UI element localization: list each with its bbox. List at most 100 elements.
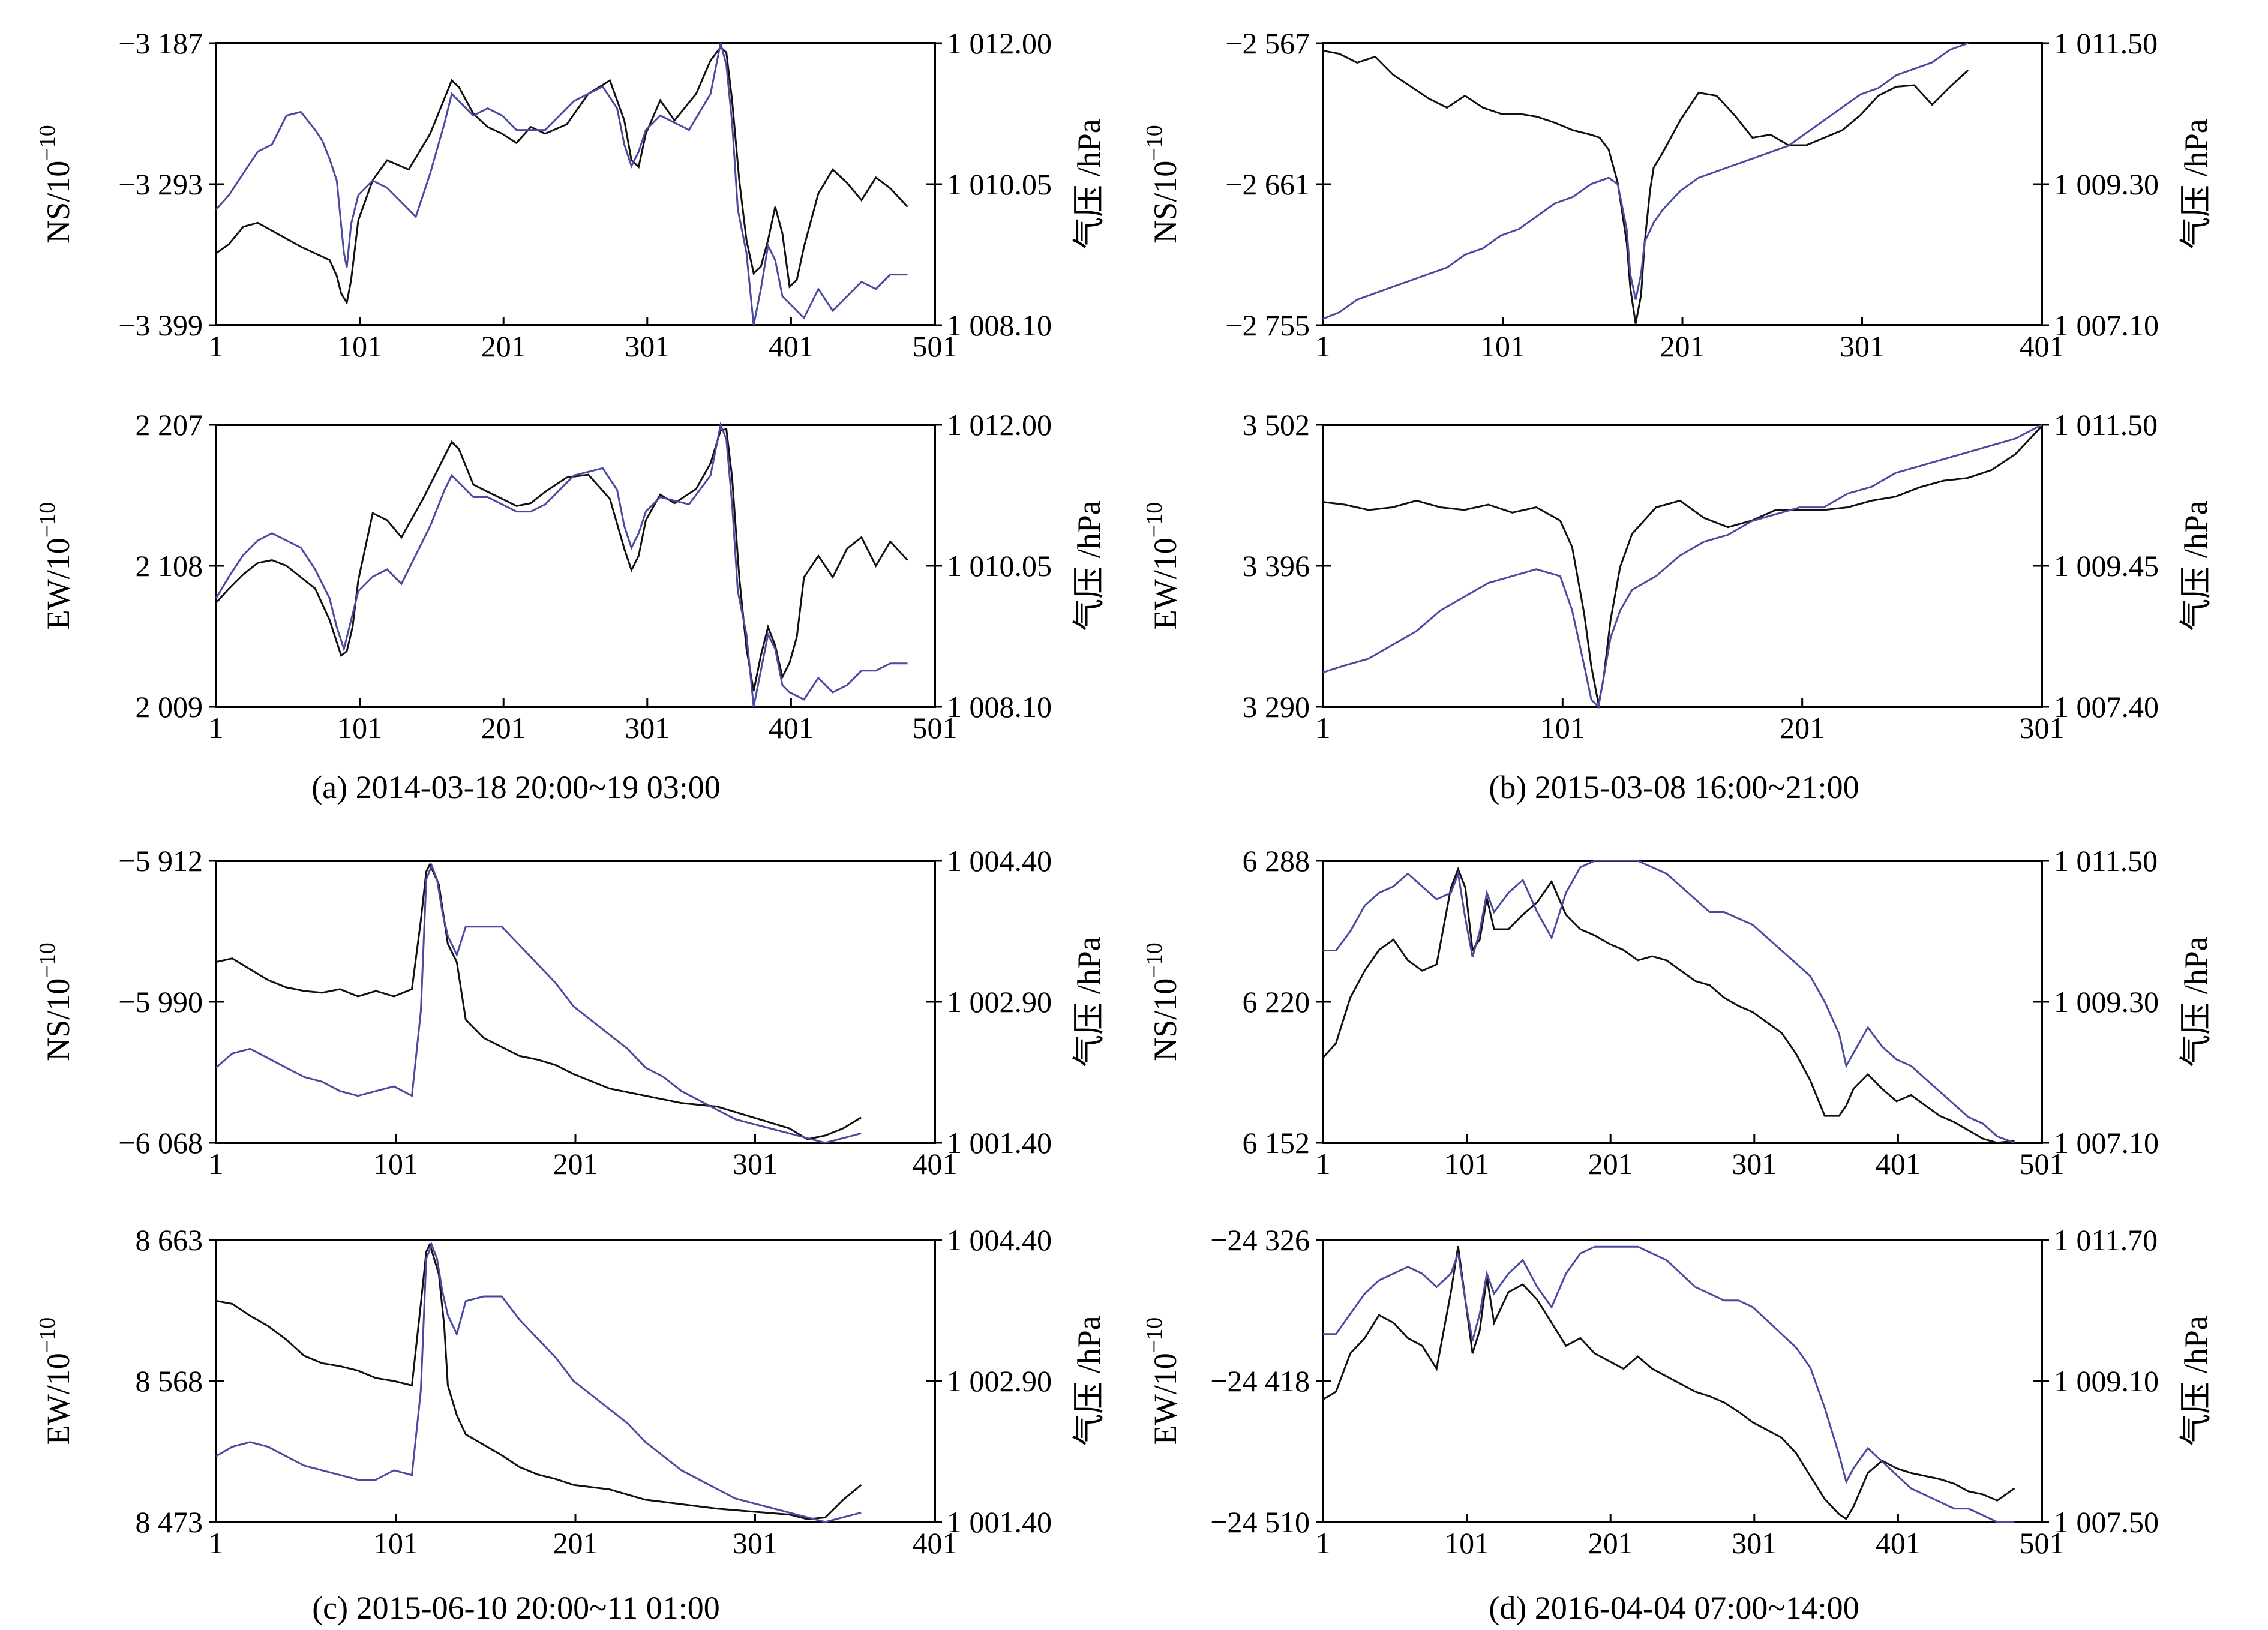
x-tick-label: 301	[733, 1526, 778, 1560]
series-strain-line	[1322, 50, 1969, 324]
x-tick-label: 401	[1876, 1147, 1921, 1181]
y-left-axis-label-exp: −10	[1142, 125, 1167, 160]
y-left-tick-label: 2 108	[136, 549, 203, 583]
x-tick-label: 1	[1316, 1526, 1331, 1560]
x-tick-label: 1	[209, 329, 224, 363]
y-left-axis-label: EW/10−10	[35, 502, 76, 629]
y-left-axis-label: EW/10−10	[1142, 1317, 1183, 1445]
x-tick-label: 101	[337, 329, 382, 363]
x-tick-label: 101	[1444, 1526, 1489, 1560]
caption-d: (d) 2016-04-04 07:00~14:00	[1489, 1590, 1859, 1626]
caption-c: (c) 2015-06-10 20:00~11 01:00	[312, 1590, 720, 1626]
y-left-axis-label: EW/10−10	[35, 1317, 76, 1445]
y-left-tick-label: −2 567	[1225, 26, 1310, 60]
series-strain-line	[1322, 425, 2043, 704]
y-right-axis-label: 气压 /hPa	[1071, 119, 1107, 250]
y-right-tick-label: 1 007.10	[2054, 1126, 2159, 1160]
y-left-axis-label-base: NS/10	[1147, 978, 1183, 1061]
series-strain-line	[215, 428, 908, 692]
y-left-axis-label-exp: −10	[35, 1317, 60, 1353]
plot-frame	[215, 860, 936, 1144]
x-tick-label: 501	[2020, 1526, 2065, 1560]
y-right-axis-label: 气压 /hPa	[1071, 500, 1107, 631]
plot-frame	[215, 424, 936, 708]
plot-frame	[1322, 424, 2043, 708]
y-left-tick-label: 8 663	[136, 1223, 203, 1257]
y-left-axis-label-exp: −10	[1142, 1317, 1167, 1353]
x-tick-label: 101	[1480, 329, 1525, 363]
x-tick-label: 301	[2020, 711, 2065, 745]
x-tick-label: 401	[2020, 329, 2065, 363]
x-tick-label: 501	[913, 711, 958, 745]
y-left-axis-label-base: EW/10	[1147, 538, 1183, 629]
y-left-tick-label: −24 326	[1210, 1223, 1310, 1257]
x-tick-label: 101	[373, 1147, 418, 1181]
y-left-axis-label-base: NS/10	[1147, 161, 1183, 244]
x-tick-label: 301	[625, 711, 670, 745]
y-left-axis-label: NS/10−10	[35, 942, 76, 1061]
chart-a2: 1 101 201 301 401 501 2 207 2 108 2 009 1 012.00 1…	[35, 408, 1107, 745]
y-left-axis-label-exp: −10	[1142, 942, 1167, 978]
x-tick-label: 401	[769, 711, 814, 745]
series-pressure-line	[215, 43, 908, 326]
y-left-axis-label-base: EW/10	[1147, 1353, 1183, 1445]
caption-b: (b) 2015-03-08 16:00~21:00	[1489, 769, 1859, 805]
x-tick-label: 201	[1780, 711, 1825, 745]
plot-frame	[1322, 42, 2043, 326]
chart-b1: 1 101 201 301 401 −2 567 −2 661 −2 755 1 011.50 1…	[1142, 26, 2214, 363]
x-tick-label: 301	[1840, 329, 1885, 363]
y-left-tick-label: −5 990	[118, 985, 203, 1019]
chart-c1: 1 101 201 301 401 −5 912 −5 990 −6 068 1 004.40 1…	[35, 844, 1107, 1181]
x-tick-label: 301	[625, 329, 670, 363]
y-left-tick-label: −24 510	[1210, 1505, 1310, 1539]
y-left-axis-label-exp: −10	[1142, 502, 1167, 538]
y-right-tick-label: 1 009.30	[2054, 167, 2159, 201]
y-right-axis-label: 气压 /hPa	[2178, 119, 2214, 250]
x-tick-label: 201	[553, 1526, 598, 1560]
y-left-tick-label: −6 068	[118, 1126, 203, 1160]
x-tick-label: 501	[2020, 1147, 2065, 1181]
y-left-tick-label: −5 912	[118, 844, 203, 878]
x-tick-label: 401	[1876, 1526, 1921, 1560]
caption-a: (a) 2014-03-18 20:00~19 03:00	[311, 769, 721, 805]
y-right-tick-label: 1 007.40	[2054, 690, 2159, 724]
x-tick-label: 1	[209, 1526, 224, 1560]
y-left-tick-label: −3 399	[118, 308, 203, 342]
y-right-tick-label: 1 004.40	[947, 844, 1052, 878]
series-strain-line	[215, 1242, 862, 1520]
chart-d1: 1 101 201 301 401 501 6 288 6 220 6 152 1 011.50 1…	[1142, 844, 2214, 1181]
x-tick-label: 301	[733, 1147, 778, 1181]
x-tick-label: 501	[913, 329, 958, 363]
y-right-tick-label: 1 009.30	[2054, 985, 2159, 1019]
series-pressure-line	[1322, 42, 1969, 320]
x-tick-label: 101	[337, 711, 382, 745]
y-right-tick-label: 1 010.05	[947, 167, 1052, 201]
y-left-tick-label: 2 009	[136, 690, 203, 724]
y-right-tick-label: 1 002.90	[947, 985, 1052, 1019]
y-left-axis-label: NS/10−10	[1142, 125, 1183, 243]
y-left-tick-label: 8 568	[136, 1364, 203, 1398]
y-left-axis-label: NS/10−10	[1142, 942, 1183, 1061]
series-strain-line	[1322, 1245, 2015, 1521]
y-right-axis-label: 气压 /hPa	[1071, 936, 1107, 1067]
y-left-tick-label: 8 473	[136, 1505, 203, 1539]
y-left-tick-label: −24 418	[1210, 1364, 1310, 1398]
y-right-tick-label: 1 001.40	[947, 1126, 1052, 1160]
y-right-tick-label: 1 007.50	[2054, 1505, 2159, 1539]
y-right-tick-label: 1 012.00	[947, 408, 1052, 442]
x-tick-label: 101	[1444, 1147, 1489, 1181]
x-tick-label: 301	[1732, 1526, 1777, 1560]
chart-c2: 1 101 201 301 401 8 663 8 568 8 473 1 004.40 1 00…	[35, 1223, 1107, 1560]
y-left-tick-label: −2 661	[1225, 167, 1310, 201]
y-right-tick-label: 1 009.45	[2054, 549, 2159, 583]
y-right-axis-label: 气压 /hPa	[1071, 1316, 1107, 1446]
x-tick-label: 201	[481, 329, 526, 363]
y-right-axis-label: 气压 /hPa	[2178, 936, 2214, 1067]
plot-frame	[215, 42, 936, 326]
x-tick-label: 201	[1588, 1147, 1633, 1181]
y-left-axis-label: EW/10−10	[1142, 502, 1183, 629]
y-right-tick-label: 1 008.10	[947, 308, 1052, 342]
y-left-tick-label: 3 396	[1243, 549, 1310, 583]
x-tick-label: 401	[913, 1147, 958, 1181]
y-left-axis-label-base: EW/10	[40, 538, 76, 629]
